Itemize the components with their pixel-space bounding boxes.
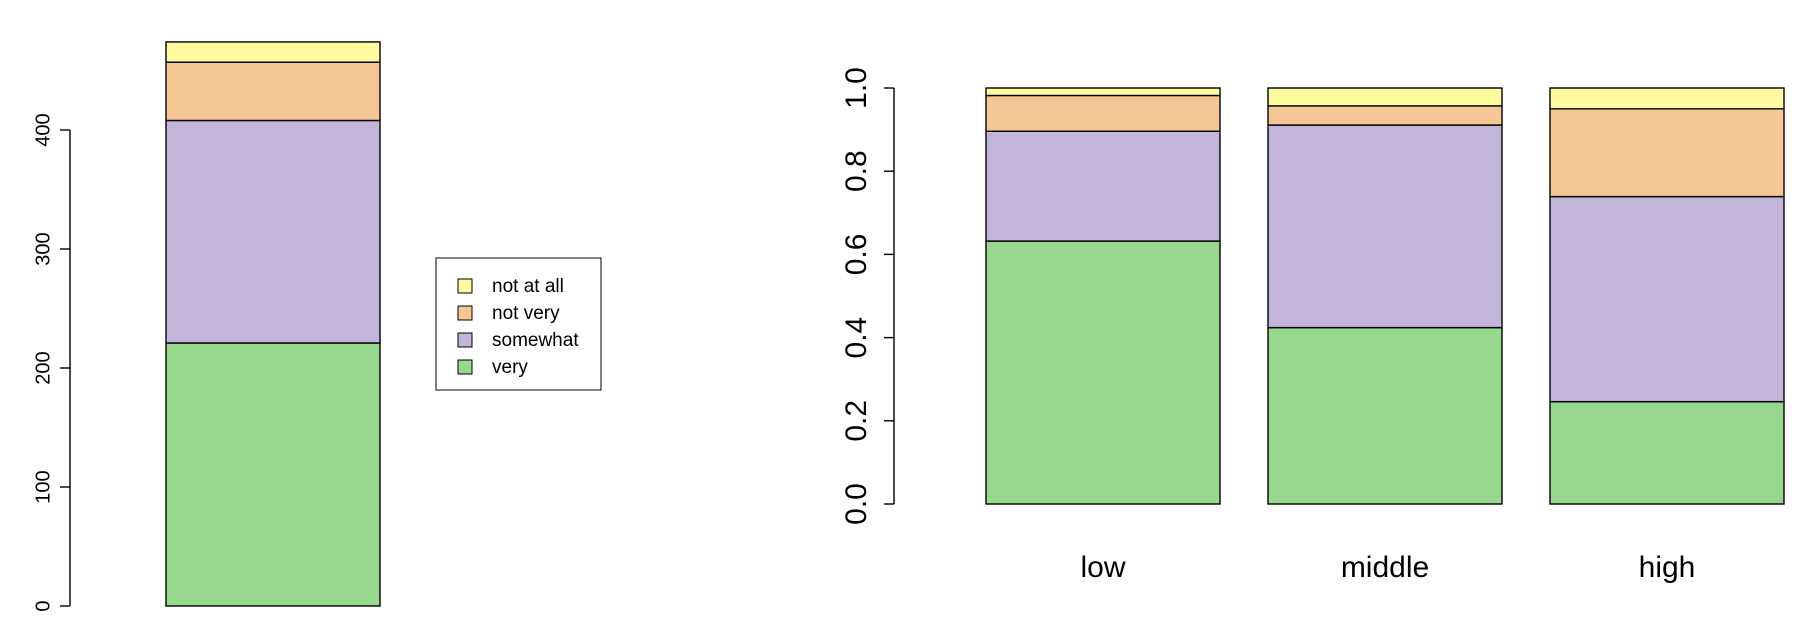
right-bar-middle-segment-somewhat: [1267, 124, 1503, 329]
right-x-tick-label-low: low: [1080, 551, 1125, 584]
right-bar-middle-segment-not-very: [1267, 105, 1503, 126]
right-x-tick-label-high: high: [1639, 551, 1696, 584]
left-y-tick-label: 200: [32, 351, 54, 384]
right-x-tick-labels: low middle high: [1080, 551, 1695, 584]
right-y-tick-label: 0.0: [840, 483, 873, 525]
right-stacked-bar-chart: 0.0 0.2 0.4 0.6 0.8 1.0 low middle high: [840, 67, 1785, 584]
legend-swatch-not-at-all: [457, 278, 473, 294]
left-y-tick-label: 100: [32, 470, 54, 503]
right-y-tick-label: 0.4: [840, 317, 873, 359]
right-bars: [985, 87, 1785, 505]
left-y-tick-label: 300: [32, 232, 54, 265]
right-y-tick-label: 0.8: [840, 150, 873, 192]
right-bar-low-segment-very: [985, 240, 1221, 505]
left-stacked-bar-chart: 0 100 200 300 400: [32, 41, 381, 612]
left-bar-segment-not-very: [165, 61, 381, 122]
right-y-tick-label: 1.0: [840, 67, 873, 109]
left-bars: [165, 41, 381, 607]
legend-swatch-not-very: [457, 305, 473, 321]
left-y-tick-label: 0: [32, 600, 54, 611]
right-bar-middle-segment-not-at-all: [1267, 87, 1503, 107]
left-bar-segment-somewhat: [165, 119, 381, 344]
right-x-tick-label-middle: middle: [1341, 551, 1429, 584]
left-y-tick-label: 400: [32, 113, 54, 146]
right-bar-high-segment-somewhat: [1549, 195, 1785, 403]
legend-swatch-somewhat: [457, 332, 473, 348]
legend-items: not at all not very somewhat very: [457, 276, 579, 378]
legend-label-somewhat: somewhat: [492, 330, 579, 351]
right-bar-high-segment-very: [1549, 400, 1785, 505]
right-y-tick-label: 0.2: [840, 400, 873, 442]
legend-label-not-very: not very: [492, 303, 560, 324]
left-bar-segment-not-at-all: [165, 41, 381, 63]
right-y-axis: 0.0 0.2 0.4 0.6 0.8 1.0: [840, 67, 895, 525]
right-bar-low-segment-somewhat: [985, 130, 1221, 242]
right-bar-high-segment-not-very: [1549, 108, 1785, 198]
left-y-axis: 0 100 200 300 400: [32, 113, 71, 612]
right-bar-middle-segment-very: [1267, 326, 1503, 505]
right-bar-low-segment-not-at-all: [985, 87, 1221, 97]
legend-swatch-very: [457, 359, 473, 375]
right-y-tick-label: 0.6: [840, 234, 873, 276]
legend-label-not-at-all: not at all: [492, 276, 564, 297]
right-bar-high-segment-not-at-all: [1549, 87, 1785, 110]
legend-label-very: very: [492, 357, 528, 378]
left-bar-segment-very: [165, 342, 381, 607]
legend: not at all not very somewhat very: [435, 257, 602, 391]
right-bar-low-segment-not-very: [985, 94, 1221, 132]
